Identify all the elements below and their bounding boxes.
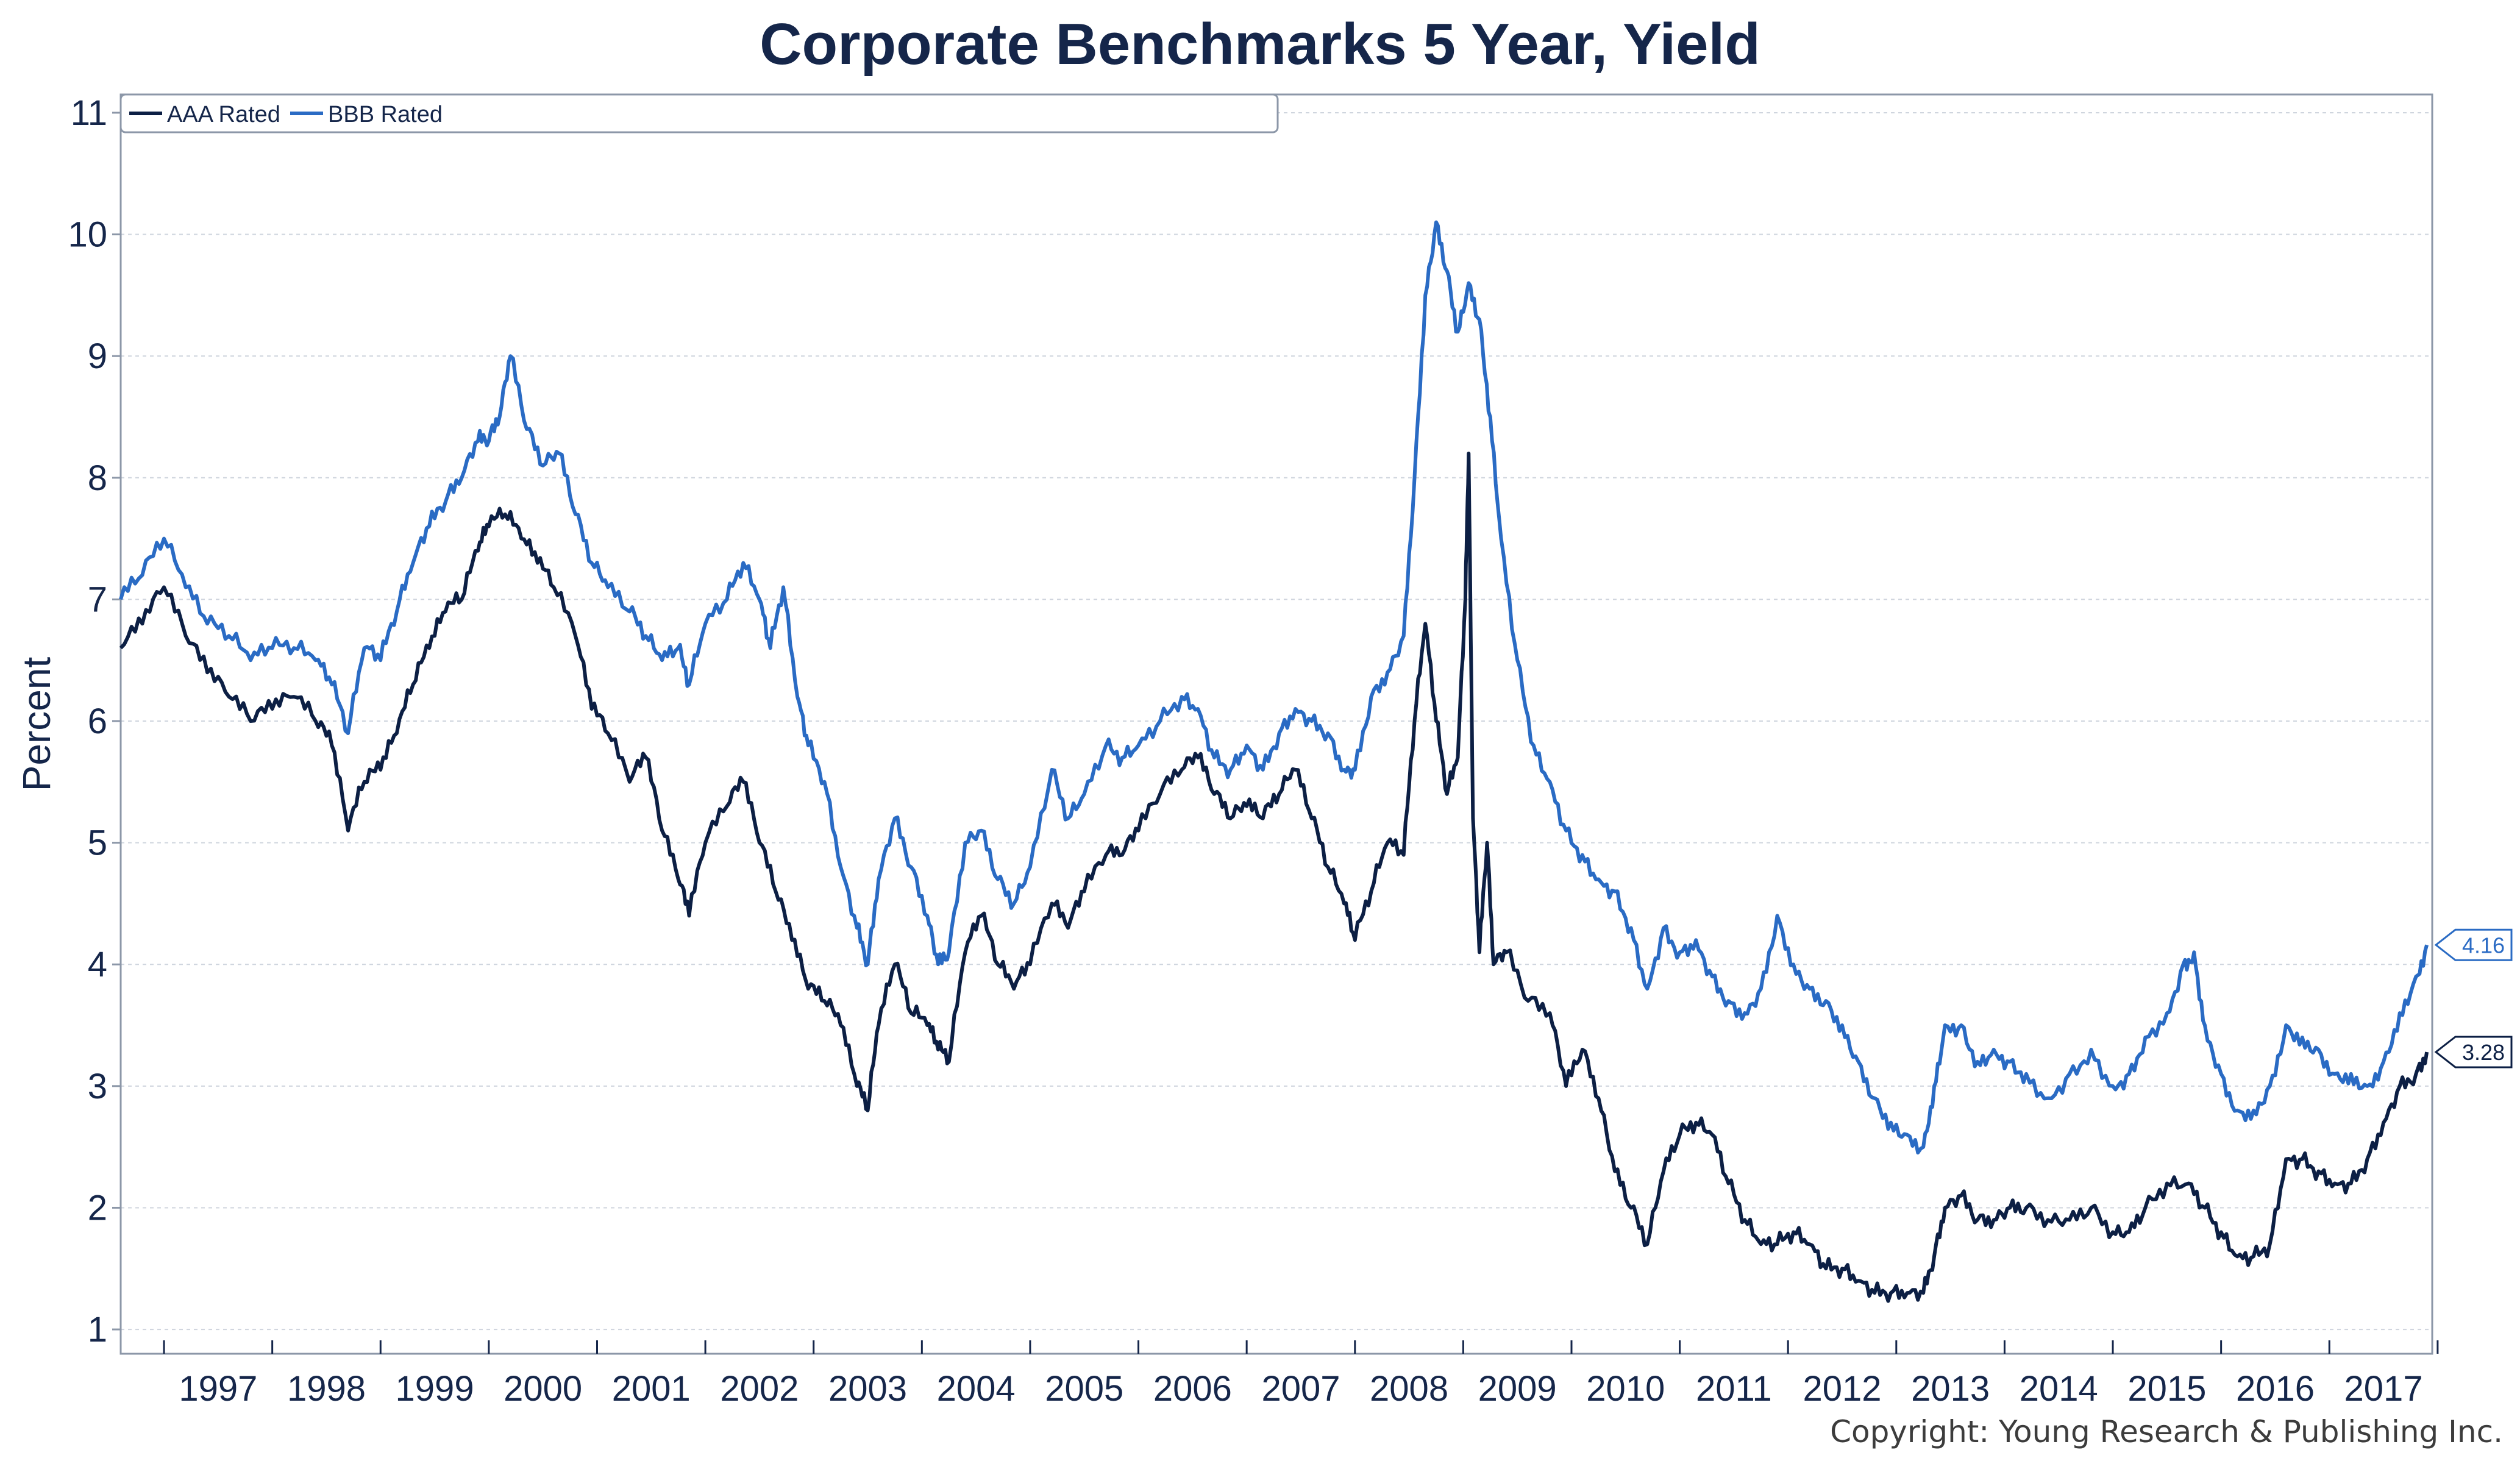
x-tick-label: 2006 <box>1153 1369 1232 1409</box>
end-label-bbb: 4.16 <box>2462 933 2505 958</box>
x-tick-label: 2007 <box>1261 1369 1340 1409</box>
y-tick-label: 5 <box>88 823 107 863</box>
y-tick-label: 3 <box>88 1067 107 1106</box>
end-label-box-aaa <box>2434 1036 2513 1068</box>
end-label-aaa: 3.28 <box>2462 1040 2505 1065</box>
copyright: Copyright: Young Research & Publishing I… <box>1830 1414 2503 1449</box>
legend-label-bbb: BBB Rated <box>328 102 443 127</box>
legend-label-aaa: AAA Rated <box>167 102 280 127</box>
series-line-aaa <box>119 451 2429 1303</box>
x-tick-label: 2002 <box>720 1369 799 1409</box>
x-tick-label: 2017 <box>2344 1369 2423 1409</box>
x-tick-label: 2008 <box>1370 1369 1448 1409</box>
y-tick-label: 9 <box>88 336 107 376</box>
legend-box <box>119 93 1279 133</box>
y-tick-label: 6 <box>88 702 107 741</box>
end-labels: 3.28 4.16 <box>2434 928 2513 1068</box>
gridlines <box>121 112 2432 1331</box>
y-tick-label: 8 <box>88 458 107 498</box>
x-tick-label: 2016 <box>2236 1369 2315 1409</box>
plot-frame <box>119 93 2433 1355</box>
x-tick-label: 2010 <box>1586 1369 1665 1409</box>
x-tick-label: 2011 <box>1696 1369 1772 1409</box>
y-tick-label: 10 <box>68 215 107 255</box>
legend: AAA Rated BBB Rated <box>119 93 1279 133</box>
x-axis: 1997 1998 1999 2000 2001 2002 2003 2004 2005 2006… <box>163 1340 2439 1409</box>
x-tick-label: 1997 <box>179 1369 257 1409</box>
y-tick-label: 1 <box>88 1310 107 1349</box>
series-layer <box>119 220 2429 1303</box>
chart-title: Corporate Benchmarks 5 Year, Yield <box>760 12 1760 77</box>
x-tick-label: 2014 <box>2020 1369 2098 1409</box>
x-tick-label: 1999 <box>396 1369 474 1409</box>
x-tick-label: 2000 <box>504 1369 582 1409</box>
y-axis-label: Percent <box>15 657 59 792</box>
y-tick-label: 11 <box>71 93 107 133</box>
x-tick-label: 2013 <box>1911 1369 1990 1409</box>
x-tick-label: 2004 <box>937 1369 1016 1409</box>
x-tick-label: 2001 <box>612 1369 691 1409</box>
x-tick-label: 2015 <box>2127 1369 2206 1409</box>
end-label-box-bbb <box>2434 928 2513 961</box>
y-axis: 1 2 3 4 5 6 7 8 9 10 11 <box>68 93 121 1349</box>
x-tick-label: 2012 <box>1803 1369 1882 1409</box>
x-tick-label: 1998 <box>287 1369 366 1409</box>
y-tick-label: 7 <box>88 580 107 619</box>
y-tick-label: 4 <box>88 945 107 984</box>
y-tick-label: 2 <box>88 1188 107 1228</box>
x-tick-label: 2003 <box>828 1369 907 1409</box>
x-tick-label: 2009 <box>1478 1369 1557 1409</box>
x-tick-label: 2005 <box>1045 1369 1123 1409</box>
series-line-bbb <box>119 220 2429 1155</box>
